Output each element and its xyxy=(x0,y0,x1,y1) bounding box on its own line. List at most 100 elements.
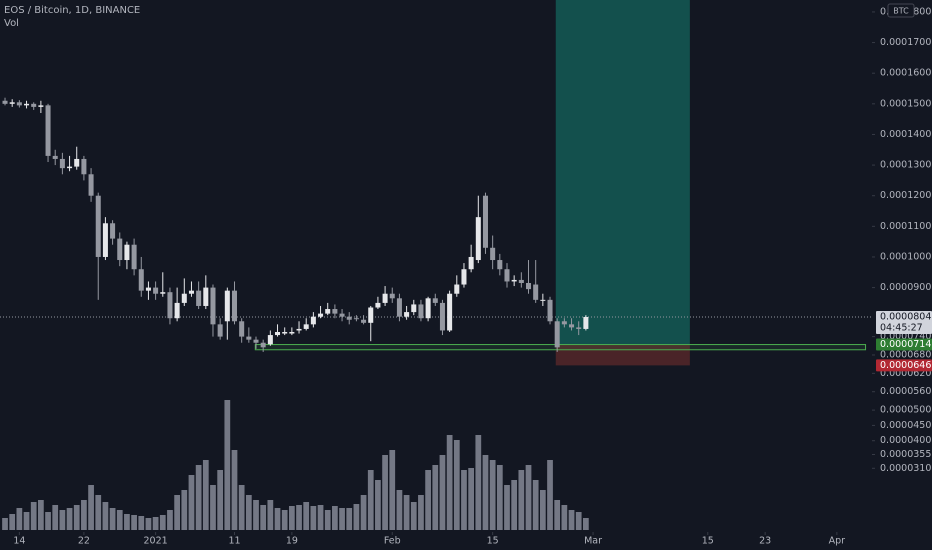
volume-bar xyxy=(432,465,439,530)
volume-bar xyxy=(66,508,73,530)
candle-body xyxy=(461,269,467,285)
candle-body xyxy=(117,238,123,261)
y-tick-label: 0.0001300 xyxy=(880,160,931,171)
volume-bar xyxy=(217,470,224,530)
candle-body xyxy=(45,105,51,156)
y-tick-label: 0.0001000 xyxy=(880,251,931,262)
volume-bar xyxy=(332,506,338,530)
volume-bar xyxy=(468,468,475,530)
volume-bar xyxy=(167,510,173,530)
volume-bar xyxy=(181,490,188,530)
volume-bar xyxy=(539,490,546,530)
volume-bar xyxy=(174,495,180,530)
volume-bar xyxy=(410,502,417,530)
candle-body xyxy=(511,279,517,282)
candle-body xyxy=(318,313,324,317)
candle-body xyxy=(296,328,302,331)
candle-body xyxy=(9,102,15,104)
y-tick-label: 0.0000400 xyxy=(880,435,931,446)
candle-body xyxy=(404,312,410,317)
volume-bar xyxy=(238,485,245,530)
volume-bar xyxy=(159,515,166,530)
y-tick-label: 0.0001700 xyxy=(880,37,931,48)
candle-body xyxy=(490,247,496,261)
candle-body xyxy=(67,166,73,169)
volume-bar xyxy=(339,508,345,530)
y-tick-label: 0.0000620 xyxy=(880,368,931,379)
candle-body xyxy=(368,307,374,323)
y-tick-label: 0.0000355 xyxy=(880,449,931,460)
candle-body xyxy=(497,260,503,270)
entry-price-label: 0.0000714 xyxy=(880,339,931,350)
volume-bar xyxy=(231,450,238,530)
candle-body xyxy=(361,319,367,323)
candle-body xyxy=(239,321,245,337)
volume-bar xyxy=(281,510,288,530)
last-price-label: 0.0000804 xyxy=(880,311,931,322)
y-tick-label: 0.0000900 xyxy=(880,282,931,293)
volume-bar xyxy=(561,505,568,530)
candle-body xyxy=(504,269,510,282)
stop-price-label-box xyxy=(876,359,932,372)
x-tick-label: 15 xyxy=(487,536,499,547)
candle-body xyxy=(74,158,80,167)
last-price-label-box xyxy=(876,310,932,334)
volume-bar xyxy=(38,500,44,530)
y-tick-label: 0.0000680 xyxy=(880,349,931,360)
candle-body xyxy=(102,223,108,257)
volume-bar xyxy=(518,470,525,530)
candle-body xyxy=(425,298,431,319)
candle-body xyxy=(210,287,216,325)
volume-bar xyxy=(253,500,259,530)
candle-body xyxy=(217,324,223,337)
candle-body xyxy=(81,158,87,175)
candle-body xyxy=(396,298,402,317)
candle-body xyxy=(24,103,30,106)
candle-body xyxy=(131,244,137,270)
y-tick-label: 0.0001500 xyxy=(880,98,931,109)
volume-bar xyxy=(425,470,431,530)
x-tick-label: 23 xyxy=(759,536,771,547)
volume-bar xyxy=(138,516,145,530)
candle-body xyxy=(52,155,58,159)
y-tick-label: 0.0001200 xyxy=(880,190,931,201)
candle-body xyxy=(260,342,266,348)
volume-bar xyxy=(102,502,109,530)
volume-bar xyxy=(124,514,130,530)
x-tick-label: 14 xyxy=(13,536,25,547)
candle-body xyxy=(468,256,474,270)
candle-body xyxy=(181,293,187,303)
volume-bar xyxy=(511,480,518,530)
candle-body xyxy=(540,299,546,301)
volume-bar xyxy=(296,505,302,530)
candle-body xyxy=(418,304,424,319)
candle-body xyxy=(153,287,159,294)
volume-bar xyxy=(23,512,30,530)
volume-bar xyxy=(9,514,16,530)
candle-body xyxy=(167,292,173,319)
volume-bar xyxy=(346,508,353,530)
candle-body xyxy=(275,332,281,336)
volume-bar xyxy=(288,506,295,530)
volume-bar xyxy=(195,465,202,530)
volume-bar xyxy=(439,455,446,530)
candle-body xyxy=(110,223,116,239)
candle-body xyxy=(16,102,22,106)
y-tick-label: 0.0000560 xyxy=(880,386,931,397)
currency-label: BTC xyxy=(893,7,909,16)
y-tick-label: 0.0000450 xyxy=(880,420,931,431)
support-zone xyxy=(254,344,867,351)
volume-bar xyxy=(274,508,281,530)
candle-body xyxy=(145,287,151,291)
candle-body xyxy=(382,293,388,303)
currency-box xyxy=(887,3,915,18)
volume-bar xyxy=(145,518,152,530)
candle-body xyxy=(2,100,8,104)
volume-bar xyxy=(324,510,331,530)
volume-bar xyxy=(245,495,252,530)
volume-bar xyxy=(45,512,51,530)
x-tick-label: Feb xyxy=(384,536,401,547)
candle-body xyxy=(561,321,567,325)
